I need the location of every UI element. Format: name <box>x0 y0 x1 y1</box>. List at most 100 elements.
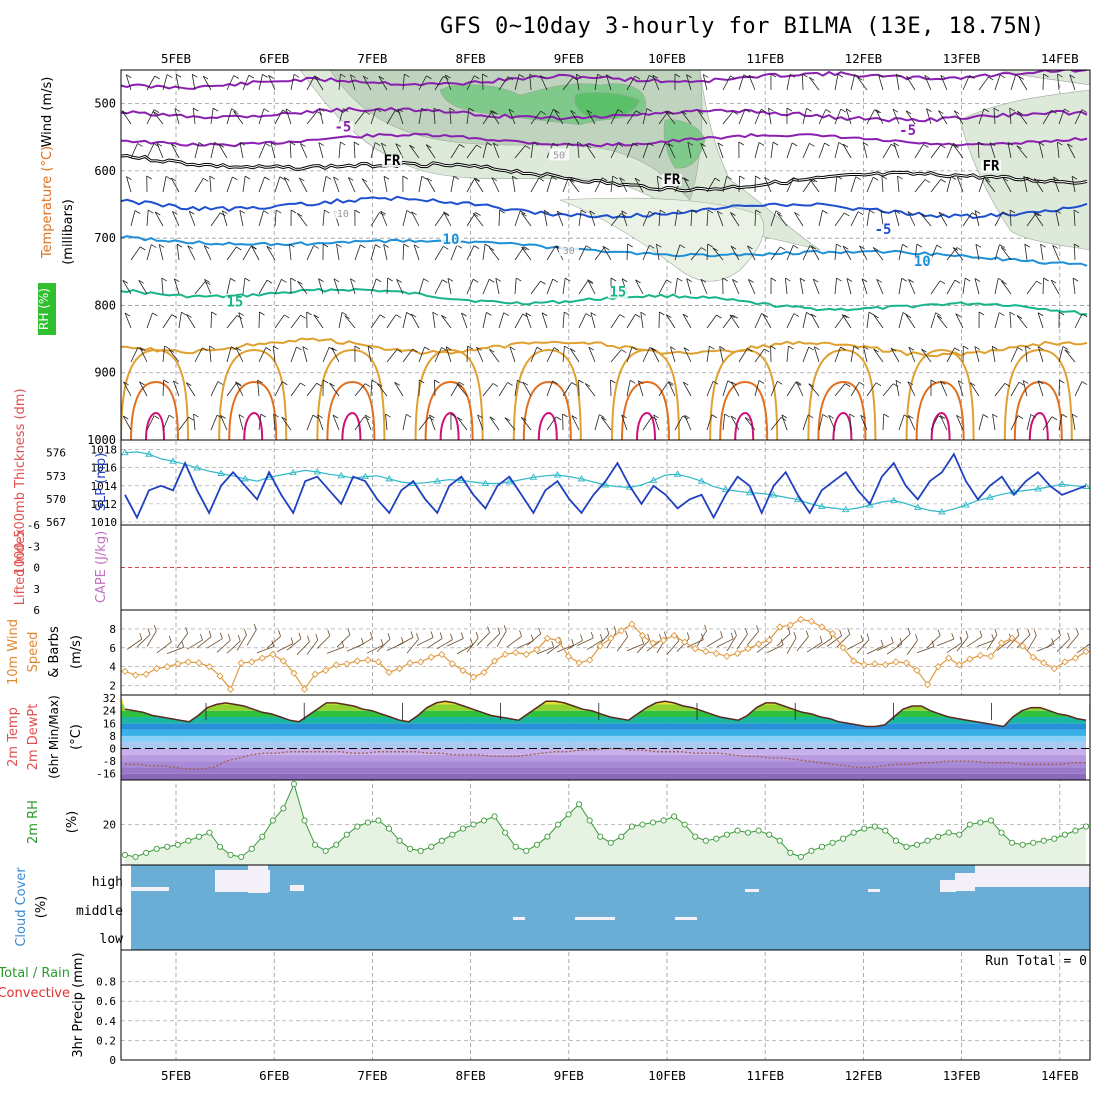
wind-barb <box>170 143 180 159</box>
contour-label: -5 <box>335 120 352 136</box>
wind-barb <box>1074 381 1083 397</box>
wind-barb-flag <box>809 142 815 147</box>
wind-barb <box>1033 178 1044 193</box>
wind-barb <box>354 383 366 397</box>
wind-barb-flag <box>806 108 812 112</box>
wind-barb-flag <box>489 416 496 421</box>
wind-barb-flag <box>218 143 225 148</box>
wind-barb <box>594 414 600 431</box>
wind-barb <box>495 278 500 295</box>
wind-barb <box>568 179 580 193</box>
wind-barb-flag <box>231 346 237 350</box>
wind-barb-flag <box>1082 313 1088 318</box>
wind-barb <box>642 75 650 91</box>
wind-barb <box>626 142 634 159</box>
wind-barb <box>191 74 196 91</box>
surface-wind-barb <box>176 633 188 649</box>
wind-speed-line <box>124 618 1087 691</box>
wind-barb <box>185 382 196 397</box>
wind-barb-flag <box>732 111 739 115</box>
wind-speed-point <box>205 663 214 671</box>
wind-barb <box>872 247 884 261</box>
wind-barb-flag <box>285 108 292 113</box>
wind-barb-flag <box>770 345 776 350</box>
wind-barb <box>878 74 884 91</box>
rh2m-point <box>797 853 804 860</box>
wind-barb <box>514 278 517 295</box>
day-label-bottom: 12FEB <box>845 1068 883 1083</box>
wind-barb-flag <box>418 379 425 384</box>
wind-barb-flag <box>1002 211 1008 216</box>
wind-barb-flag <box>318 278 324 282</box>
wind-barb-flag <box>635 314 641 318</box>
wind-barb <box>730 212 740 227</box>
wind-barb <box>674 210 678 227</box>
surface-wind-barb-flag <box>890 636 894 644</box>
wind-barb <box>258 108 265 125</box>
wind-barb <box>297 280 308 295</box>
wind-barb <box>898 244 903 261</box>
wind-barb-flag <box>453 175 459 180</box>
wind-barb <box>130 246 141 261</box>
wind-barb-flag <box>158 244 165 248</box>
wind-barb <box>306 245 315 261</box>
temperature-axis-label: Temperature (°C) <box>40 146 55 259</box>
wind-barb <box>1064 349 1076 363</box>
pressure-tick: 1000 <box>87 433 116 447</box>
rh2m-point <box>850 829 857 836</box>
surface-wind-barb-flag <box>819 636 823 643</box>
surface-wind-barb-flag <box>590 631 594 639</box>
wind-barb <box>914 144 924 159</box>
contour-label: FR <box>663 172 680 188</box>
isotherm-line <box>121 195 1088 220</box>
wind-barb <box>802 414 809 431</box>
wind-barb-flag <box>1057 73 1063 78</box>
wind-barb-flag <box>383 244 389 248</box>
wind-barb <box>139 347 148 363</box>
lifted-axis-label: Lifted Index <box>13 528 28 605</box>
wind-barb-flag <box>730 212 736 216</box>
wind-barb <box>730 415 740 431</box>
pressure-tick: 900 <box>94 366 116 380</box>
wind-barb <box>554 110 564 125</box>
wind-barb <box>722 176 728 193</box>
surface-wind-barb-flag <box>416 633 419 640</box>
wind-barb <box>203 245 212 261</box>
wind-barb-flag <box>799 277 806 282</box>
rh2m-point <box>882 827 889 834</box>
wind-barb-flag <box>375 108 382 113</box>
wind-barb-flag <box>842 245 849 250</box>
wind-barb-flag <box>667 382 673 386</box>
wind-speed-point <box>174 660 182 668</box>
wind-barb-flag <box>635 110 642 115</box>
wind-barb <box>521 246 532 261</box>
rh2m-point <box>692 833 699 840</box>
wind-barb <box>242 176 246 193</box>
isotherm-loop <box>130 380 179 440</box>
wind-barb-flag <box>768 107 774 112</box>
wind-barb <box>1055 210 1060 227</box>
wind-barb <box>1057 74 1060 91</box>
wind-barb-flag <box>365 383 371 388</box>
wind-speed-point <box>702 647 710 656</box>
wind-barb <box>290 382 301 397</box>
wind-barb-flag <box>905 314 912 319</box>
surface-wind-barb-flag <box>278 630 281 637</box>
wind-barb <box>338 312 343 329</box>
contour-label-bg <box>224 296 245 309</box>
wind-barb <box>786 142 793 159</box>
wind-barb-flag <box>385 413 391 418</box>
wind-barb-flag <box>908 279 914 283</box>
surface-wind-barb-flag <box>153 624 157 632</box>
surface-wind-barb <box>1036 643 1054 652</box>
wind-barb <box>812 278 820 295</box>
wind-barb <box>161 278 164 295</box>
wind-barb-flag <box>1061 413 1068 418</box>
wind-barb <box>808 383 820 397</box>
wind-barb <box>314 76 324 91</box>
wind-barb-flag <box>988 76 994 81</box>
wind-barb-flag <box>793 177 799 181</box>
surface-wind-barb-flag <box>756 625 759 632</box>
contour-label-bg <box>607 286 628 299</box>
slp-tick: 1010 <box>91 516 118 529</box>
